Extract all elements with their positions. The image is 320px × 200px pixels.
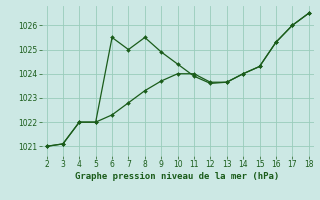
X-axis label: Graphe pression niveau de la mer (hPa): Graphe pression niveau de la mer (hPa) [76, 172, 280, 181]
